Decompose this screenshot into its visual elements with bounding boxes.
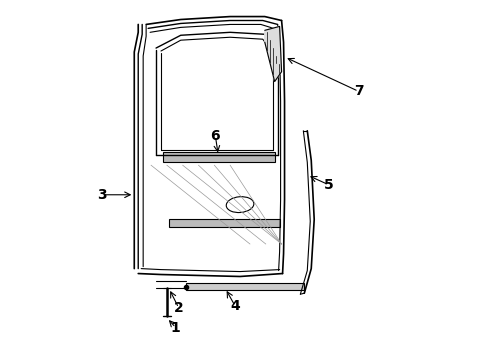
Text: 4: 4 (230, 299, 240, 313)
Text: 3: 3 (97, 188, 106, 202)
Polygon shape (169, 219, 280, 227)
Text: 5: 5 (324, 178, 334, 192)
Ellipse shape (226, 197, 254, 212)
Polygon shape (163, 152, 275, 162)
Polygon shape (186, 283, 304, 290)
Text: 1: 1 (171, 321, 181, 335)
Polygon shape (265, 26, 282, 82)
Text: 2: 2 (174, 301, 184, 315)
Text: 6: 6 (211, 129, 220, 143)
Text: 7: 7 (354, 84, 364, 98)
